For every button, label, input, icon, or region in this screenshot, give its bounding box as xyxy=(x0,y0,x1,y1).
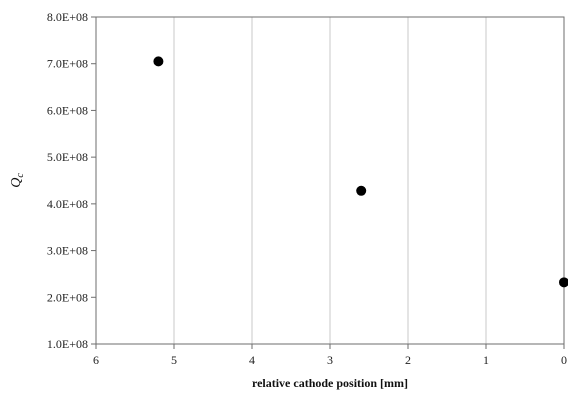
y-axis-label: Qc xyxy=(9,173,26,188)
y-tick-label: 1.0E+08 xyxy=(47,337,88,351)
y-axis-label-q: Q xyxy=(9,178,24,188)
y-tick-labels: 1.0E+08 2.0E+08 3.0E+08 4.0E+08 5.0E+08 6.0E+… xyxy=(47,10,88,351)
y-tick-label: 5.0E+08 xyxy=(47,150,88,164)
x-tick-label: 5 xyxy=(171,353,177,367)
y-tick-label: 3.0E+08 xyxy=(47,244,88,258)
data-points xyxy=(153,56,568,288)
grid-lines xyxy=(173,17,487,344)
x-tick-label: 2 xyxy=(405,353,411,367)
x-tick-label: 4 xyxy=(249,353,255,367)
x-axis-label: relative cathode position [mm] xyxy=(252,376,408,390)
x-tick-label: 1 xyxy=(483,353,489,367)
y-axis-label-subscript: c xyxy=(15,173,26,178)
y-tick-label: 2.0E+08 xyxy=(47,290,88,304)
y-tick-label: 6.0E+08 xyxy=(47,103,88,117)
y-tick-label: 7.0E+08 xyxy=(47,57,88,71)
data-point xyxy=(356,185,367,196)
data-point xyxy=(559,277,568,288)
y-tick-label: 8.0E+08 xyxy=(47,10,88,24)
x-tick-labels: 6 5 4 3 2 1 0 xyxy=(93,353,567,367)
x-tick-label: 0 xyxy=(561,353,567,367)
y-tick-label: 4.0E+08 xyxy=(47,197,88,211)
tick-marks xyxy=(91,16,565,349)
x-tick-label: 6 xyxy=(93,353,99,367)
x-tick-label: 3 xyxy=(327,353,333,367)
data-point xyxy=(153,56,164,67)
